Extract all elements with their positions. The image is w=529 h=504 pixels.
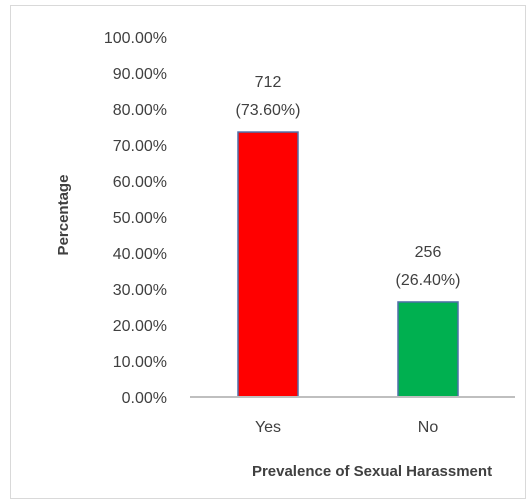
y-tick-label: 40.00%: [113, 246, 167, 263]
y-tick-label: 0.00%: [122, 390, 167, 407]
x-tick-label: Yes: [255, 419, 281, 436]
y-tick-label: 70.00%: [113, 138, 167, 155]
bar-yes: [237, 131, 299, 398]
x-tick-label: No: [418, 419, 439, 436]
x-axis-ticks: Yes No: [255, 419, 438, 436]
y-tick-label: 100.00%: [104, 30, 167, 47]
data-labels: 712 (73.60%) 256 (26.40%): [236, 74, 461, 289]
data-label-percent: (26.40%): [396, 272, 461, 289]
bars: [237, 131, 459, 398]
y-tick-label: 10.00%: [113, 354, 167, 371]
y-tick-label: 50.00%: [113, 210, 167, 227]
y-tick-label: 60.00%: [113, 174, 167, 191]
y-tick-label: 90.00%: [113, 66, 167, 83]
x-axis-title: Prevalence of Sexual Harassment: [252, 463, 492, 480]
bar-no: [397, 301, 459, 398]
y-tick-label: 20.00%: [113, 318, 167, 335]
data-label-count: 256: [415, 244, 442, 261]
y-axis-title: Percentage: [55, 175, 72, 256]
y-tick-label: 80.00%: [113, 102, 167, 119]
y-tick-label: 30.00%: [113, 282, 167, 299]
data-label-count: 712: [255, 74, 282, 91]
y-axis-ticks: 0.00% 10.00% 20.00% 30.00% 40.00% 50.00% 60.00…: [104, 30, 167, 407]
data-label-percent: (73.60%): [236, 102, 301, 119]
